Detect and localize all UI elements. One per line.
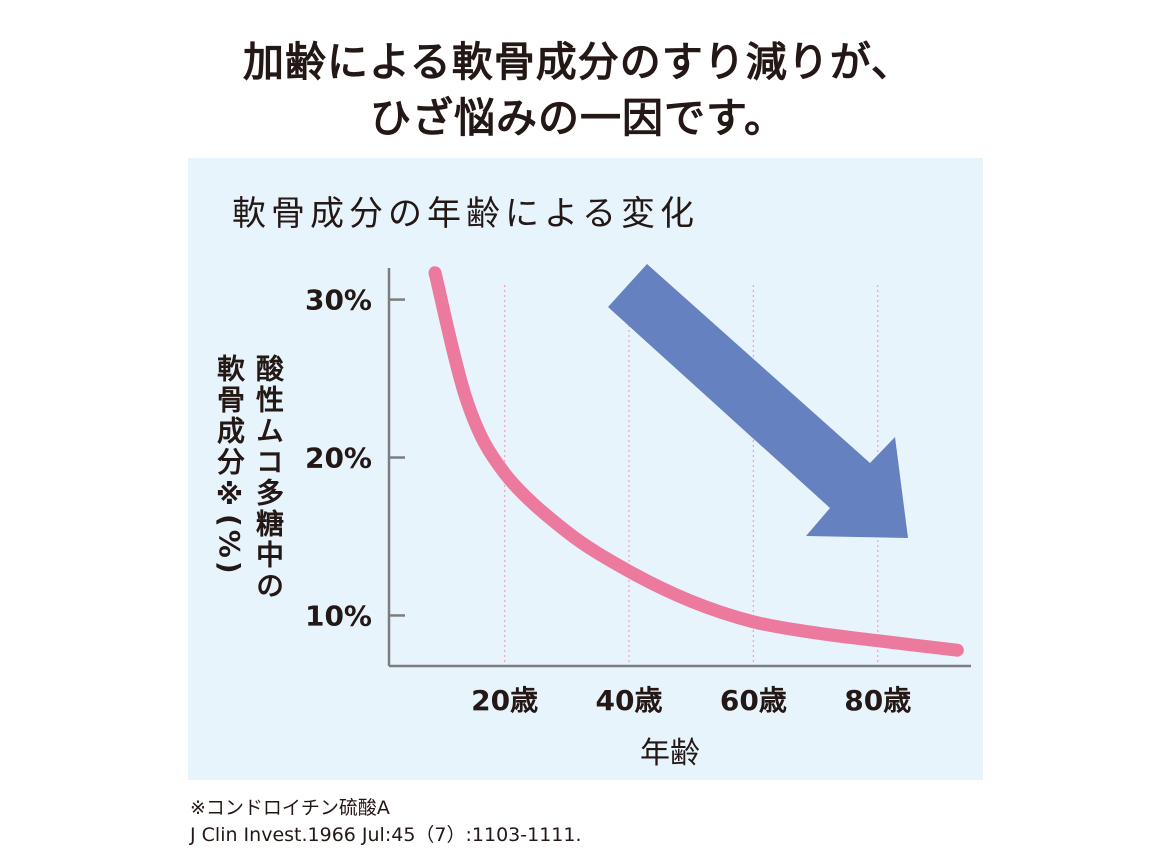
y-tick-label: 10% — [305, 599, 372, 632]
x-tick-label: 20歳 — [471, 684, 538, 717]
headline-line-2: ひざ悩みの一因です。 — [370, 94, 786, 142]
y-axis-label-line-1: 酸性ムコ多糖中の — [252, 354, 285, 602]
y-tick-label: 20% — [305, 442, 372, 475]
y-tick-label: 30% — [305, 284, 372, 317]
decrease-arrow — [608, 264, 908, 538]
x-tick-label: 60歳 — [720, 684, 787, 717]
x-tick-label: 40歳 — [596, 684, 663, 717]
citation: J Clin Invest.1966 Jul:45（7）:1103-1111. — [190, 824, 582, 846]
series-line — [428, 266, 964, 657]
x-axis-label: 年齢 — [640, 736, 700, 771]
y-axis-label-line-2: 軟骨成分※(%) — [213, 354, 246, 577]
headline-line-1: 加齢による軟骨成分のすり減りが、 — [243, 38, 913, 86]
chart-title: 軟骨成分の年齢による変化 — [232, 194, 699, 234]
x-tick-label: 80歳 — [844, 684, 911, 717]
footnote: ※コンドロイチン硫酸A — [190, 797, 390, 819]
